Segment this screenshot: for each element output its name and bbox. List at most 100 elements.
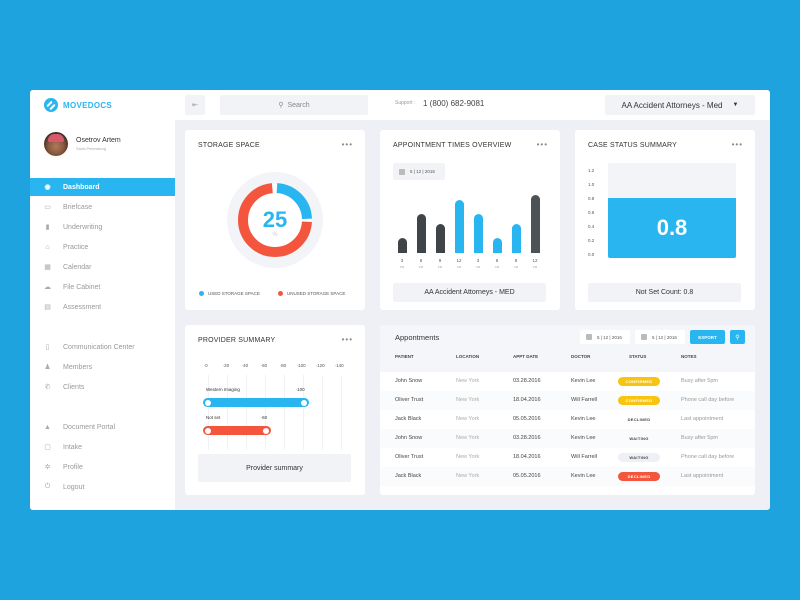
y-tick: 0.4 xyxy=(588,224,595,229)
date-value: 5 | 12 | 2016 xyxy=(410,169,435,174)
series-value: ᐧ60 xyxy=(261,415,268,420)
more-options-icon[interactable]: ••• xyxy=(341,140,353,149)
column-header[interactable]: NOTES xyxy=(681,354,697,359)
series-label: Not set xyxy=(206,415,221,420)
inbox-icon: ▢ xyxy=(44,444,51,451)
x-tick: ᐧ100 xyxy=(297,363,306,368)
profile-city: Saint-Petersburg xyxy=(76,146,107,151)
sidebar-toggle-button[interactable]: ⇤ xyxy=(185,95,205,115)
used-legend-dot xyxy=(199,291,204,296)
status-badge: WAITING xyxy=(618,452,660,462)
y-tick: 0.0 xyxy=(588,252,595,257)
western-imaging-range[interactable] xyxy=(203,398,309,407)
calendar-icon: ▦ xyxy=(44,264,51,271)
org-selector-dropdown[interactable]: AA Accident Attorneys - Med ▼ xyxy=(605,95,755,115)
range-handle-end[interactable] xyxy=(263,427,269,434)
sidebar-item-label: Members xyxy=(63,363,93,371)
more-options-icon[interactable]: ••• xyxy=(341,335,353,344)
column-header[interactable]: APPT DATE xyxy=(513,354,539,359)
table-row[interactable]: Oliver Trust New York 18.04.2016 Will Fa… xyxy=(380,448,755,467)
sidebar-item-logout[interactable]: ⏻ Logout xyxy=(30,478,175,496)
sidebar-item-practice[interactable]: ⌂ Practice xyxy=(30,238,175,256)
chart-bar xyxy=(493,238,502,253)
case-status-value: 0.8 xyxy=(656,215,688,240)
card-title: STORAGE SPACE xyxy=(198,142,260,149)
column-header[interactable]: PATIENT xyxy=(395,354,414,359)
table-row[interactable]: Jack Black New York 05.05.2016 Kevin Lee… xyxy=(380,410,755,429)
sidebar-item-briefcase[interactable]: ▭ Briefcase xyxy=(30,198,175,216)
sidebar-item-calendar[interactable]: ▦ Calendar xyxy=(30,258,175,276)
sidebar-item-assessment[interactable]: ▤ Assessment xyxy=(30,298,175,316)
date-cell: 03.28.2016 xyxy=(513,378,541,384)
date-cell: 03.28.2016 xyxy=(513,435,541,441)
sidebar-item-profile[interactable]: ✲ Profile xyxy=(30,458,175,476)
button-label: Provider summary xyxy=(246,464,303,472)
provider-summary-button[interactable]: Provider summary xyxy=(198,454,351,482)
sidebar-item-dashboard[interactable]: ◉ Dashboard xyxy=(30,178,175,196)
sidebar-item-clients[interactable]: ✆ Clients xyxy=(30,378,175,396)
appointment-times-card: APPOINTMENT TIMES OVERVIEW ••• 5 | 12 | … xyxy=(380,130,560,310)
column-header[interactable]: STATUS xyxy=(629,354,647,359)
patient-cell: Oliver Trust xyxy=(395,454,424,460)
sidebar-item-underwriting[interactable]: ▮ Underwriting xyxy=(30,218,175,236)
sidebar-item-communication-center[interactable]: ▯ Communication Center xyxy=(30,338,175,356)
status-badge: WAITING xyxy=(629,435,649,441)
storage-donut-chart xyxy=(227,172,323,268)
table-row[interactable]: John Snow New York 03.28.2016 Kevin Lee … xyxy=(380,429,755,448)
logo[interactable]: MOVEDOCS xyxy=(44,98,112,112)
search-input[interactable]: ⚲ Search xyxy=(220,95,368,115)
logo-icon xyxy=(44,98,58,112)
y-tick: 0.6 xyxy=(588,210,595,215)
sidebar-item-intake[interactable]: ▢ Intake xyxy=(30,438,175,456)
y-tick: 0.8 xyxy=(588,196,595,201)
phone-device-icon: ▯ xyxy=(45,344,50,351)
briefcase-icon: ▭ xyxy=(44,204,51,211)
doctor-cell: Will Farrell xyxy=(571,397,597,403)
date-picker[interactable]: 5 | 12 | 2016 xyxy=(393,163,445,180)
table-row[interactable]: Oliver Trust New York 18.04.2016 Will Fa… xyxy=(380,391,755,410)
case-status-bar: 0.8 xyxy=(608,198,736,258)
legend-label: UNUSED STORAGE SPACE xyxy=(287,291,346,296)
x-tick: 3 AM xyxy=(475,258,481,269)
user-profile[interactable]: Osetrov Artem Saint-Petersburg xyxy=(44,132,121,156)
range-handle-start[interactable] xyxy=(205,399,211,406)
table-row[interactable]: Jack Black New York 05.05.2016 Kevin Lee… xyxy=(380,467,755,486)
date-value: 5 | 12 | 2016 xyxy=(652,334,677,340)
sidebar-item-file-cabinet[interactable]: ☁ File Cabinet xyxy=(30,278,175,296)
range-handle-end[interactable] xyxy=(301,399,307,406)
table-row[interactable]: John Snow New York 03.28.2016 Kevin Lee … xyxy=(380,372,755,391)
not-set-count-button[interactable]: Not Set Count: 0.8 xyxy=(588,283,741,302)
series-label: Western Imaging xyxy=(206,387,240,392)
column-header[interactable]: DOCTOR xyxy=(571,354,591,359)
org-summary-button[interactable]: AA Accident Attorneys - MED xyxy=(393,283,546,302)
doctor-cell: Kevin Lee xyxy=(571,416,596,422)
date-to-picker[interactable]: 5 | 12 | 2016 xyxy=(635,330,685,344)
button-label: EXPORT xyxy=(698,334,717,340)
document-icon: ▮ xyxy=(45,224,50,231)
more-options-icon[interactable]: ••• xyxy=(731,140,743,149)
chart-bar xyxy=(417,214,426,253)
sidebar-item-members[interactable]: ♟ Members xyxy=(30,358,175,376)
legend-used: USED STORAGE SPACE xyxy=(199,291,260,296)
calendar-icon xyxy=(641,334,647,340)
more-options-icon[interactable]: ••• xyxy=(536,140,548,149)
column-header[interactable]: LOCATION xyxy=(456,354,480,359)
export-button[interactable]: EXPORT xyxy=(690,330,725,344)
chart-bar xyxy=(455,200,464,253)
lock-icon: ▲ xyxy=(44,423,51,431)
range-handle-start[interactable] xyxy=(205,427,211,434)
sidebar-item-label: Assessment xyxy=(63,303,102,311)
card-title: Appontments xyxy=(395,333,440,342)
date-from-picker[interactable]: 5 | 12 | 2016 xyxy=(580,330,630,344)
patient-cell: Oliver Trust xyxy=(395,397,424,403)
provider-summary-card: PROVIDER SUMMARY ••• ᐧ0 ᐧ20 ᐧ40 ᐧ60 ᐧ80 … xyxy=(185,325,365,495)
x-tick: 9 PM xyxy=(437,258,443,269)
card-title: CASE STATUS SUMMARY xyxy=(588,142,677,149)
phone-icon: ✆ xyxy=(44,384,51,391)
not-set-range[interactable] xyxy=(203,426,271,435)
x-tick: ᐧ140 xyxy=(335,363,344,368)
x-tick: ᐧ80 xyxy=(280,363,287,368)
sidebar-item-document-portal[interactable]: ▲ Document Portal xyxy=(30,418,175,436)
location-cell: New York xyxy=(456,454,480,460)
search-button[interactable]: ⚲ xyxy=(730,330,745,344)
